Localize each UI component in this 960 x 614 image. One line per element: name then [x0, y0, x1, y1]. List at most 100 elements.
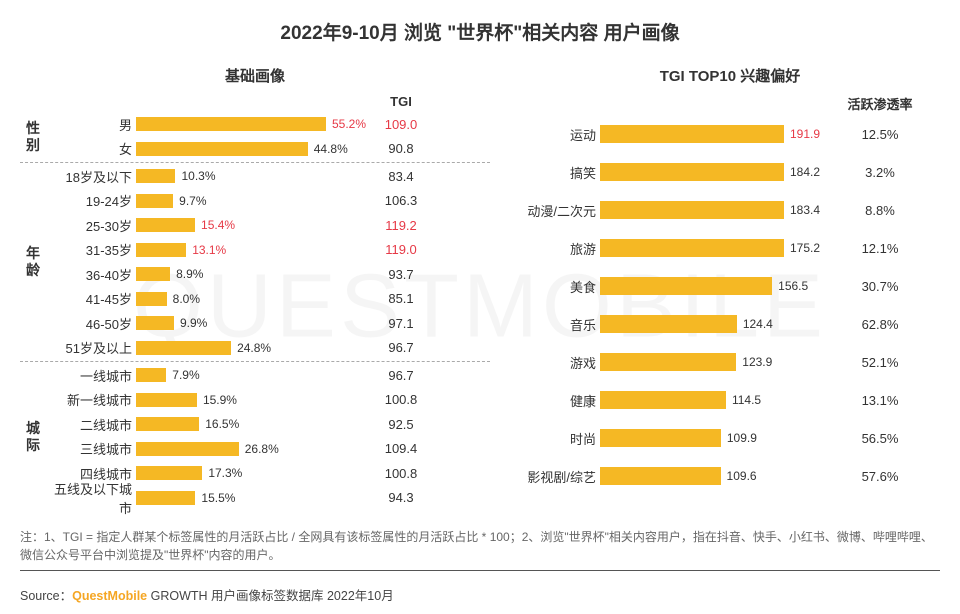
bar [136, 142, 308, 156]
charts-row: 基础画像 TGI 性别男55.2%109.0女44.8%90.8年龄18岁及以下… [20, 65, 940, 522]
row-label: 健康 [520, 391, 600, 410]
bar-area: 124.4 [600, 305, 820, 343]
bar-area: 7.9% [136, 363, 366, 388]
data-row: 51岁及以上24.8%96.7 [46, 336, 490, 361]
bar [600, 315, 737, 333]
tgi-value: 96.7 [366, 368, 436, 383]
bar-value-label: 15.5% [201, 491, 235, 505]
row-label: 46-50岁 [46, 314, 136, 333]
bar-area: 24.8% [136, 336, 366, 361]
tgi-value: 96.7 [366, 340, 436, 355]
tgi-value: 119.0 [366, 242, 436, 257]
data-row: 18岁及以下10.3%83.4 [46, 164, 490, 189]
penetration-value: 12.5% [820, 127, 940, 142]
bar-area: 123.9 [600, 343, 820, 381]
left-rows: 性别男55.2%109.0女44.8%90.8年龄18岁及以下10.3%83.4… [20, 111, 490, 511]
footnote-text: 注：1、TGI = 指定人群某个标签属性的月活跃占比 / 全网具有该标签属性的月… [20, 528, 940, 571]
tgi-value: 90.8 [366, 141, 436, 156]
penetration-value: 62.8% [820, 317, 940, 332]
data-row: 二线城市16.5%92.5 [46, 412, 490, 437]
bar [136, 267, 170, 281]
tgi-value: 100.8 [366, 392, 436, 407]
bar [136, 194, 173, 208]
data-row: 男55.2%109.0 [46, 112, 490, 137]
tgi-value: 100.8 [366, 466, 436, 481]
data-row: 三线城市26.8%109.4 [46, 437, 490, 462]
tgi-header: TGI [366, 94, 436, 109]
bar-area: 184.2 [600, 153, 820, 191]
data-row: 25-30岁15.4%119.2 [46, 213, 490, 238]
bar [600, 125, 784, 143]
bar-area: 183.4 [600, 191, 820, 229]
penetration-value: 13.1% [820, 393, 940, 408]
bar [136, 417, 199, 431]
bar-area: 8.9% [136, 262, 366, 287]
bar-area: 114.5 [600, 381, 820, 419]
row-label: 二线城市 [46, 415, 136, 434]
row-label: 运动 [520, 125, 600, 144]
group-items: 一线城市7.9%96.7新一线城市15.9%100.8二线城市16.5%92.5… [46, 363, 490, 510]
data-row: 女44.8%90.8 [46, 137, 490, 162]
bar-area: 15.9% [136, 388, 366, 413]
tgi-value: 94.3 [366, 490, 436, 505]
tgi-value: 93.7 [366, 267, 436, 282]
bar-area: 191.9 [600, 115, 820, 153]
row-label: 美食 [520, 277, 600, 296]
bar [136, 316, 174, 330]
bar [600, 353, 736, 371]
data-row: 旅游175.212.1% [520, 229, 940, 267]
data-row: 一线城市7.9%96.7 [46, 363, 490, 388]
main-title: 2022年9-10月 浏览 "世界杯"相关内容 用户画像 [20, 18, 940, 45]
bar-value-label: 16.5% [205, 417, 239, 431]
right-panel: TGI TOP10 兴趣偏好 活跃渗透率 运动191.912.5%搞笑184.2… [520, 65, 940, 522]
row-label: 五线及以下城市 [46, 479, 136, 517]
penetration-value: 56.5% [820, 431, 940, 446]
data-row: 美食156.530.7% [520, 267, 940, 305]
tgi-value: 119.2 [366, 218, 436, 233]
left-panel: 基础画像 TGI 性别男55.2%109.0女44.8%90.8年龄18岁及以下… [20, 65, 490, 522]
row-label: 时尚 [520, 429, 600, 448]
chart-container: 2022年9-10月 浏览 "世界杯"相关内容 用户画像 基础画像 TGI 性别… [0, 0, 960, 614]
row-label: 音乐 [520, 315, 600, 334]
group-label: 年龄 [20, 164, 46, 360]
bar [136, 393, 197, 407]
bar-value-label: 175.2 [790, 241, 820, 255]
row-label: 游戏 [520, 353, 600, 372]
bar-area: 156.5 [600, 267, 820, 305]
bar-value-label: 9.7% [179, 194, 206, 208]
bar-value-label: 184.2 [790, 165, 820, 179]
bar [600, 467, 721, 485]
bar-area: 8.0% [136, 287, 366, 312]
bar [136, 491, 195, 505]
bar-value-label: 44.8% [314, 142, 348, 156]
bar-value-label: 55.2% [332, 117, 366, 131]
bar [136, 292, 167, 306]
row-label: 41-45岁 [46, 289, 136, 308]
bar [136, 442, 239, 456]
tgi-value: 97.1 [366, 316, 436, 331]
bar [600, 429, 721, 447]
group-wrap: 性别男55.2%109.0女44.8%90.8 [20, 111, 490, 163]
tgi-value: 83.4 [366, 169, 436, 184]
bar [600, 163, 784, 181]
tgi-value: 106.3 [366, 193, 436, 208]
bar [136, 117, 326, 131]
data-row: 影视剧/综艺109.657.6% [520, 457, 940, 495]
row-label: 31-35岁 [46, 240, 136, 259]
tgi-value: 109.0 [366, 117, 436, 132]
bar-value-label: 26.8% [245, 442, 279, 456]
bar [136, 243, 186, 257]
bar [600, 239, 784, 257]
data-row: 新一线城市15.9%100.8 [46, 388, 490, 413]
left-panel-title: 基础画像 [20, 65, 490, 86]
source-line: Source：QuestMobile GROWTH 用户画像标签数据库 2022… [20, 585, 940, 604]
penetration-value: 57.6% [820, 469, 940, 484]
bar [600, 391, 726, 409]
bar [136, 341, 231, 355]
right-col-header: 活跃渗透率 [520, 94, 940, 113]
row-label: 搞笑 [520, 163, 600, 182]
right-rows: 运动191.912.5%搞笑184.23.2%动漫/二次元183.48.8%旅游… [520, 115, 940, 495]
bar-value-label: 7.9% [172, 368, 199, 382]
bar-area: 44.8% [136, 137, 366, 162]
data-row: 41-45岁8.0%85.1 [46, 287, 490, 312]
